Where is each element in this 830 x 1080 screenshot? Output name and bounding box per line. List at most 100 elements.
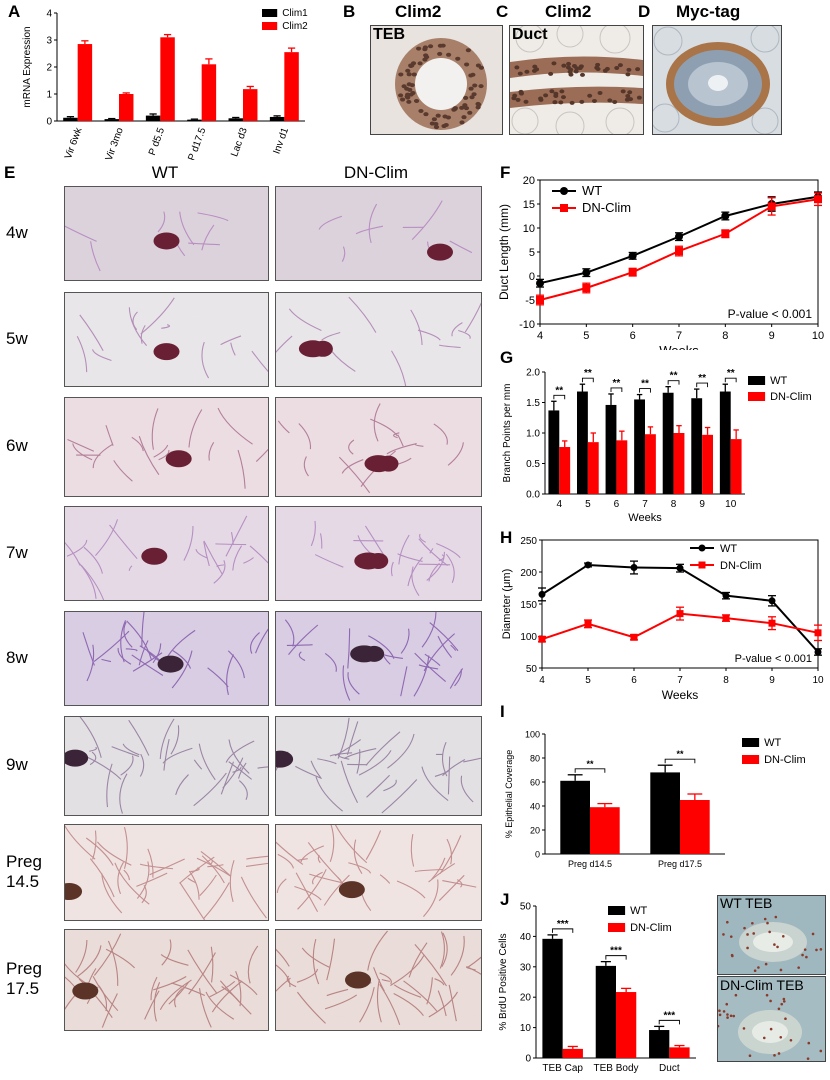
data-point <box>630 564 638 572</box>
significance-bracket <box>724 377 737 383</box>
y-axis-label: mRNA Expression <box>22 26 33 107</box>
legend-label: DN-Clim <box>770 391 812 403</box>
y-tick-label: 3 <box>46 36 52 47</box>
bar <box>587 442 599 494</box>
bar <box>650 772 680 854</box>
bar <box>577 391 588 494</box>
legend-marker <box>698 544 706 552</box>
bar <box>228 118 243 121</box>
micrograph-wt-teb <box>717 895 826 975</box>
significance-bracket <box>552 928 574 933</box>
data-point <box>721 212 730 220</box>
legend-swatch <box>608 923 626 932</box>
micrograph-c-clim2-duct <box>509 25 644 135</box>
bar <box>243 89 258 121</box>
whole-mount-wt <box>64 611 269 706</box>
bar <box>542 938 563 1058</box>
y-tick-label: 0 <box>46 117 52 128</box>
wt-teb-label: WT TEB <box>720 895 773 911</box>
bar <box>284 52 299 121</box>
whole-mount-wt <box>64 824 269 921</box>
significance-bracket <box>696 382 709 388</box>
data-point <box>536 279 544 288</box>
legend-label: WT <box>720 543 737 555</box>
significance-bracket <box>610 387 623 392</box>
p-value-annotation: P-value < 0.001 <box>735 653 812 665</box>
legend-marker <box>560 204 568 212</box>
significance-bracket <box>574 768 606 773</box>
x-tick-label: 5 <box>583 330 589 342</box>
x-tick-label: Preg d17.5 <box>658 859 702 869</box>
bar <box>63 117 78 121</box>
whole-mount-wt <box>64 397 269 497</box>
whole-mount-dn-clim <box>275 824 482 921</box>
significance-bracket <box>605 955 627 960</box>
legend-marker <box>560 187 568 195</box>
x-tick-label: 10 <box>812 675 824 686</box>
data-point <box>768 619 776 627</box>
bar <box>548 410 560 494</box>
data-point <box>582 284 591 292</box>
significance-label: *** <box>557 919 569 930</box>
x-tick-label: 5 <box>585 499 591 510</box>
y-axis-label: Duct Length (mm) <box>497 204 511 300</box>
y-tick-label: 20 <box>520 993 532 1004</box>
y-tick-label: 30 <box>520 962 532 973</box>
bar <box>145 115 161 121</box>
data-point <box>676 564 684 572</box>
bar <box>187 119 202 121</box>
legend-label: WT <box>582 183 602 198</box>
panel-e-col-dn: DN-Clim <box>343 163 409 182</box>
chart-h: 50 100 150 200 250 4 5 6 7 8 9 10 Diameter (μm) Weeks… <box>501 536 824 702</box>
x-tick-label: 6 <box>631 675 637 686</box>
x-tick-label: 6 <box>630 330 636 342</box>
x-tick-label: 8 <box>723 675 729 686</box>
significance-bracket <box>553 394 566 400</box>
significance-label: ** <box>586 759 594 769</box>
data-point <box>630 633 638 641</box>
x-tick-label: Vir 3mo <box>104 126 126 160</box>
significance-label: ** <box>676 749 684 759</box>
legend-swatch <box>742 738 760 747</box>
x-tick-label: Duct <box>659 1063 680 1074</box>
y-axis-label: Diameter (μm) <box>501 569 513 640</box>
panel-c-title: Clim2 <box>545 2 592 21</box>
panel-letter-a: A <box>8 2 21 21</box>
x-tick-label: 8 <box>722 330 728 342</box>
bar <box>645 434 656 494</box>
legend-swatch <box>608 906 626 915</box>
row-label: 6w <box>6 436 28 455</box>
data-point <box>768 597 776 605</box>
x-tick-label: Preg d14.5 <box>568 859 612 869</box>
row-label: 9w <box>6 755 28 774</box>
data-point <box>675 232 683 241</box>
bar <box>77 44 93 121</box>
panel-b-inner-label: TEB <box>373 26 405 43</box>
data-point <box>538 635 546 643</box>
chart-g: 0.0 0.5 1.0 1.5 2.0 Branch Points per mm 4 ** 5 *… <box>502 368 812 525</box>
x-tick-label: 9 <box>769 675 775 686</box>
panel-letter-e: E <box>4 163 16 182</box>
data-point <box>536 296 544 304</box>
bar <box>119 94 134 121</box>
micrograph-dn-clim-teb <box>717 976 826 1062</box>
legend-label: Clim1 <box>282 8 308 19</box>
bar <box>104 119 119 121</box>
legend-swatch <box>742 755 760 764</box>
data-point <box>584 620 592 628</box>
x-axis-label: Weeks <box>662 688 698 702</box>
significance-label: ** <box>584 368 592 379</box>
significance-label: ** <box>641 379 649 390</box>
y-tick-label: 0 <box>535 850 540 860</box>
x-tick-label: TEB Body <box>593 1063 638 1074</box>
whole-mount-wt <box>64 186 269 281</box>
dn-clim-teb-label: DN-Clim TEB <box>720 977 804 993</box>
y-tick-label: 0.0 <box>526 490 540 501</box>
bar <box>160 37 175 121</box>
row-label: 4w <box>6 222 28 242</box>
significance-bracket <box>639 388 651 393</box>
y-tick-label: -5 <box>525 295 535 307</box>
bar <box>201 64 217 121</box>
legend-swatch <box>262 9 278 17</box>
x-tick-label: 4 <box>557 499 563 510</box>
